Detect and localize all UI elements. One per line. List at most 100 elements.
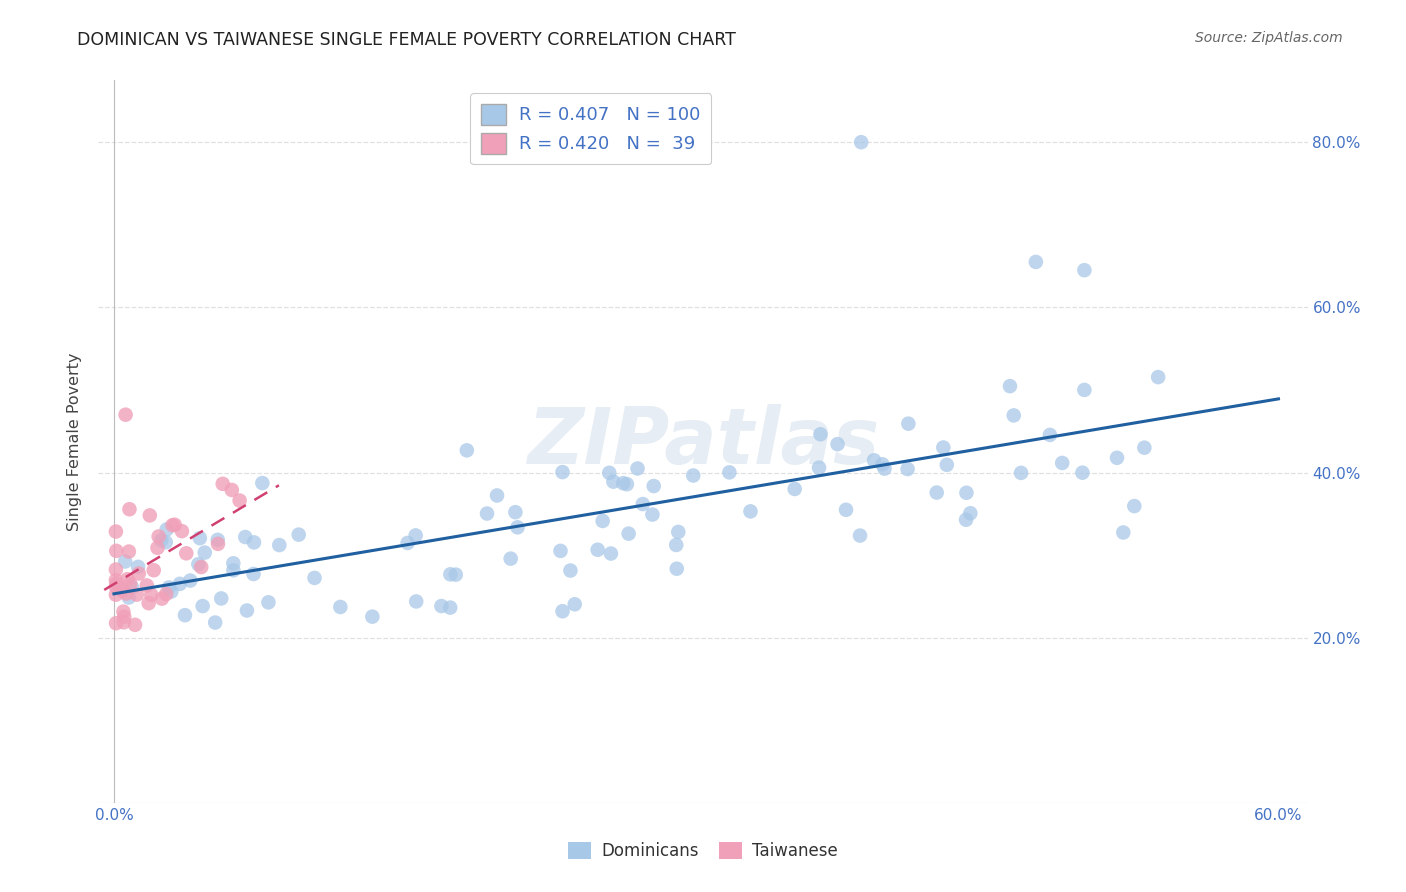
Point [1002,409,1025,423]
Point [174,546,197,560]
Point [118,502,141,516]
Point [665,538,688,552]
Point [617,526,640,541]
Point [599,547,621,561]
Point [118,544,141,558]
Point [169,577,191,591]
Point [194,545,217,559]
Point [586,542,609,557]
Point [304,571,326,585]
Point [204,615,226,630]
Point [160,584,183,599]
Point [187,558,209,572]
Point [439,567,461,582]
Point [121,581,143,595]
Point [155,587,177,601]
Point [849,528,872,542]
Point [505,505,527,519]
Point [1112,525,1135,540]
Point [810,427,832,442]
Point [242,566,264,581]
Point [1147,370,1170,384]
Text: DOMINICAN VS TAIWANESE SINGLE FEMALE POVERTY CORRELATION CHART: DOMINICAN VS TAIWANESE SINGLE FEMALE POV… [77,31,737,49]
Point [835,503,858,517]
Point [162,518,184,533]
Point [506,520,529,534]
Point [207,537,229,551]
Point [112,609,135,624]
Point [560,564,582,578]
Point [112,615,135,630]
Point [439,600,461,615]
Point [269,538,291,552]
Legend: Dominicans, Taiwanese: Dominicans, Taiwanese [561,835,845,867]
Point [139,508,162,523]
Point [499,551,522,566]
Point [643,479,665,493]
Point [1010,466,1032,480]
Point [114,408,136,422]
Point [959,506,981,520]
Point [955,513,977,527]
Point [1133,441,1156,455]
Point [551,465,574,479]
Point [115,586,138,600]
Point [104,562,127,576]
Point [156,523,179,537]
Point [228,493,250,508]
Point [170,524,193,538]
Point [118,591,141,605]
Point [141,588,163,602]
Point [150,591,173,606]
Point [257,595,280,609]
Point [209,591,232,606]
Point [191,599,214,613]
Point [105,616,128,631]
Point [287,527,309,541]
Point [486,488,509,502]
Point [157,581,180,595]
Point [551,604,574,618]
Point [128,566,150,581]
Point [150,533,173,548]
Point [179,574,201,588]
Point [105,544,128,558]
Point [626,461,648,475]
Point [808,460,831,475]
Point [117,572,139,586]
Point [998,379,1021,393]
Point [935,458,957,472]
Point [174,608,197,623]
Point [207,533,229,547]
Point [873,461,896,475]
Point [631,497,654,511]
Point [1039,428,1062,442]
Point [127,559,149,574]
Point [104,524,127,539]
Point [104,580,127,594]
Point [112,605,135,619]
Point [1025,255,1047,269]
Point [897,462,920,476]
Point [641,508,664,522]
Point [475,507,498,521]
Point [222,557,245,571]
Point [222,563,245,577]
Point [104,588,127,602]
Point [740,504,762,518]
Point [564,597,586,611]
Point [111,584,134,599]
Point [616,477,638,491]
Point [1050,456,1073,470]
Text: Source: ZipAtlas.com: Source: ZipAtlas.com [1195,31,1343,45]
Point [329,599,352,614]
Point [827,437,849,451]
Point [148,529,170,543]
Point [188,531,211,545]
Point [124,617,146,632]
Point [104,573,127,587]
Point [592,514,614,528]
Point [125,588,148,602]
Point [138,596,160,610]
Point [163,517,186,532]
